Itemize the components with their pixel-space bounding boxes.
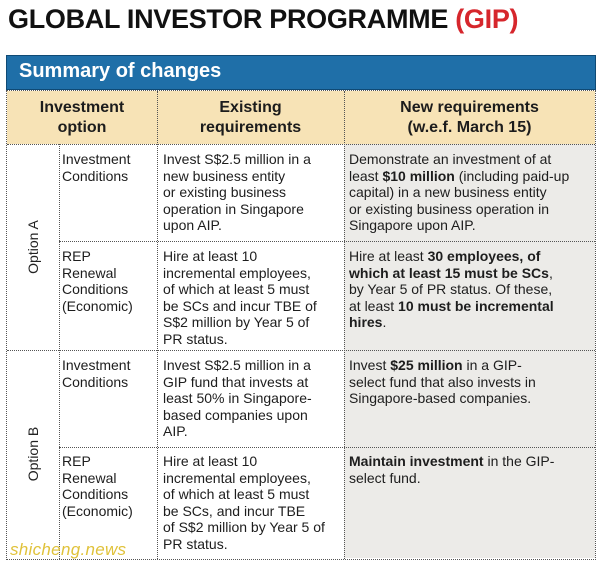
- text-run: .: [382, 314, 387, 330]
- text-run: in the GIP- select fund.: [349, 453, 555, 486]
- new-requirements-shade: [344, 144, 595, 558]
- text-run: (including paid-up capital) in a new bus…: [349, 167, 570, 234]
- option-b-row2-new: Maintain investment in the GIP- select f…: [349, 453, 594, 486]
- page-title: GLOBAL INVESTOR PROGRAMME (GIP): [8, 4, 519, 35]
- bold-run: $25 million: [390, 357, 463, 373]
- bold-run: 30 employees, of which at least 15 must …: [349, 248, 549, 281]
- option-b-row1-new: Invest $25 million in a GIP- select fund…: [349, 357, 594, 407]
- section-banner: Summary of changes: [6, 55, 596, 90]
- header-investment-option: Investment option: [7, 91, 157, 144]
- bold-run: $10 million: [382, 167, 455, 184]
- watermark: shicheng.news: [10, 540, 127, 559]
- divider: [59, 144, 60, 559]
- divider: [7, 144, 595, 145]
- option-b-label: Option B: [25, 426, 42, 482]
- bold-run: Maintain investment: [349, 453, 484, 469]
- option-a-row2-type: REP Renewal Conditions (Economic): [62, 248, 133, 314]
- option-a-row2-existing: Hire at least 10 incremental employees, …: [163, 248, 317, 347]
- title-accent: (GIP): [455, 4, 519, 34]
- summary-table: Investment option Existing requirements …: [6, 90, 596, 560]
- option-a-cell: Option A: [7, 144, 59, 350]
- banner-label: Summary of changes: [19, 60, 222, 82]
- text-run: Demonstrate an investment of at least: [349, 151, 552, 184]
- text-run: , by Year 5 of PR status. Of these, at l…: [349, 264, 553, 314]
- text-run: in a GIP- select fund that also invests …: [349, 357, 536, 406]
- title-main: GLOBAL INVESTOR PROGRAMME: [8, 4, 456, 34]
- option-a-label: Option A: [25, 220, 42, 274]
- divider: [344, 91, 345, 559]
- option-b-row1-existing: Invest S$2.5 million in a GIP fund that …: [163, 357, 312, 439]
- option-a-row1-new: Demonstrate an investment of at least $1…: [349, 151, 594, 234]
- option-a-row1-existing: Invest S$2.5 million in a new business e…: [163, 151, 311, 233]
- header-new-requirements: New requirements (w.e.f. March 15): [344, 91, 595, 144]
- divider: [7, 350, 595, 351]
- option-b-row1-type: Investment Conditions: [62, 357, 131, 390]
- text-run: Hire at least: [349, 248, 428, 264]
- divider: [59, 241, 595, 242]
- option-a-row2-new: Hire at least 30 employees, of which at …: [349, 248, 594, 331]
- option-b-row2-type: REP Renewal Conditions (Economic): [62, 453, 133, 519]
- option-a-row1-type: Investment Conditions: [62, 151, 131, 184]
- text-run: Invest: [349, 357, 391, 373]
- divider: [157, 91, 158, 559]
- divider: [59, 447, 595, 448]
- bold-run: 10 must be incremental hires: [349, 297, 554, 331]
- option-b-row2-existing: Hire at least 10 incremental employees, …: [163, 453, 325, 552]
- option-b-cell: Option B: [7, 350, 59, 558]
- header-existing-requirements: Existing requirements: [157, 91, 344, 144]
